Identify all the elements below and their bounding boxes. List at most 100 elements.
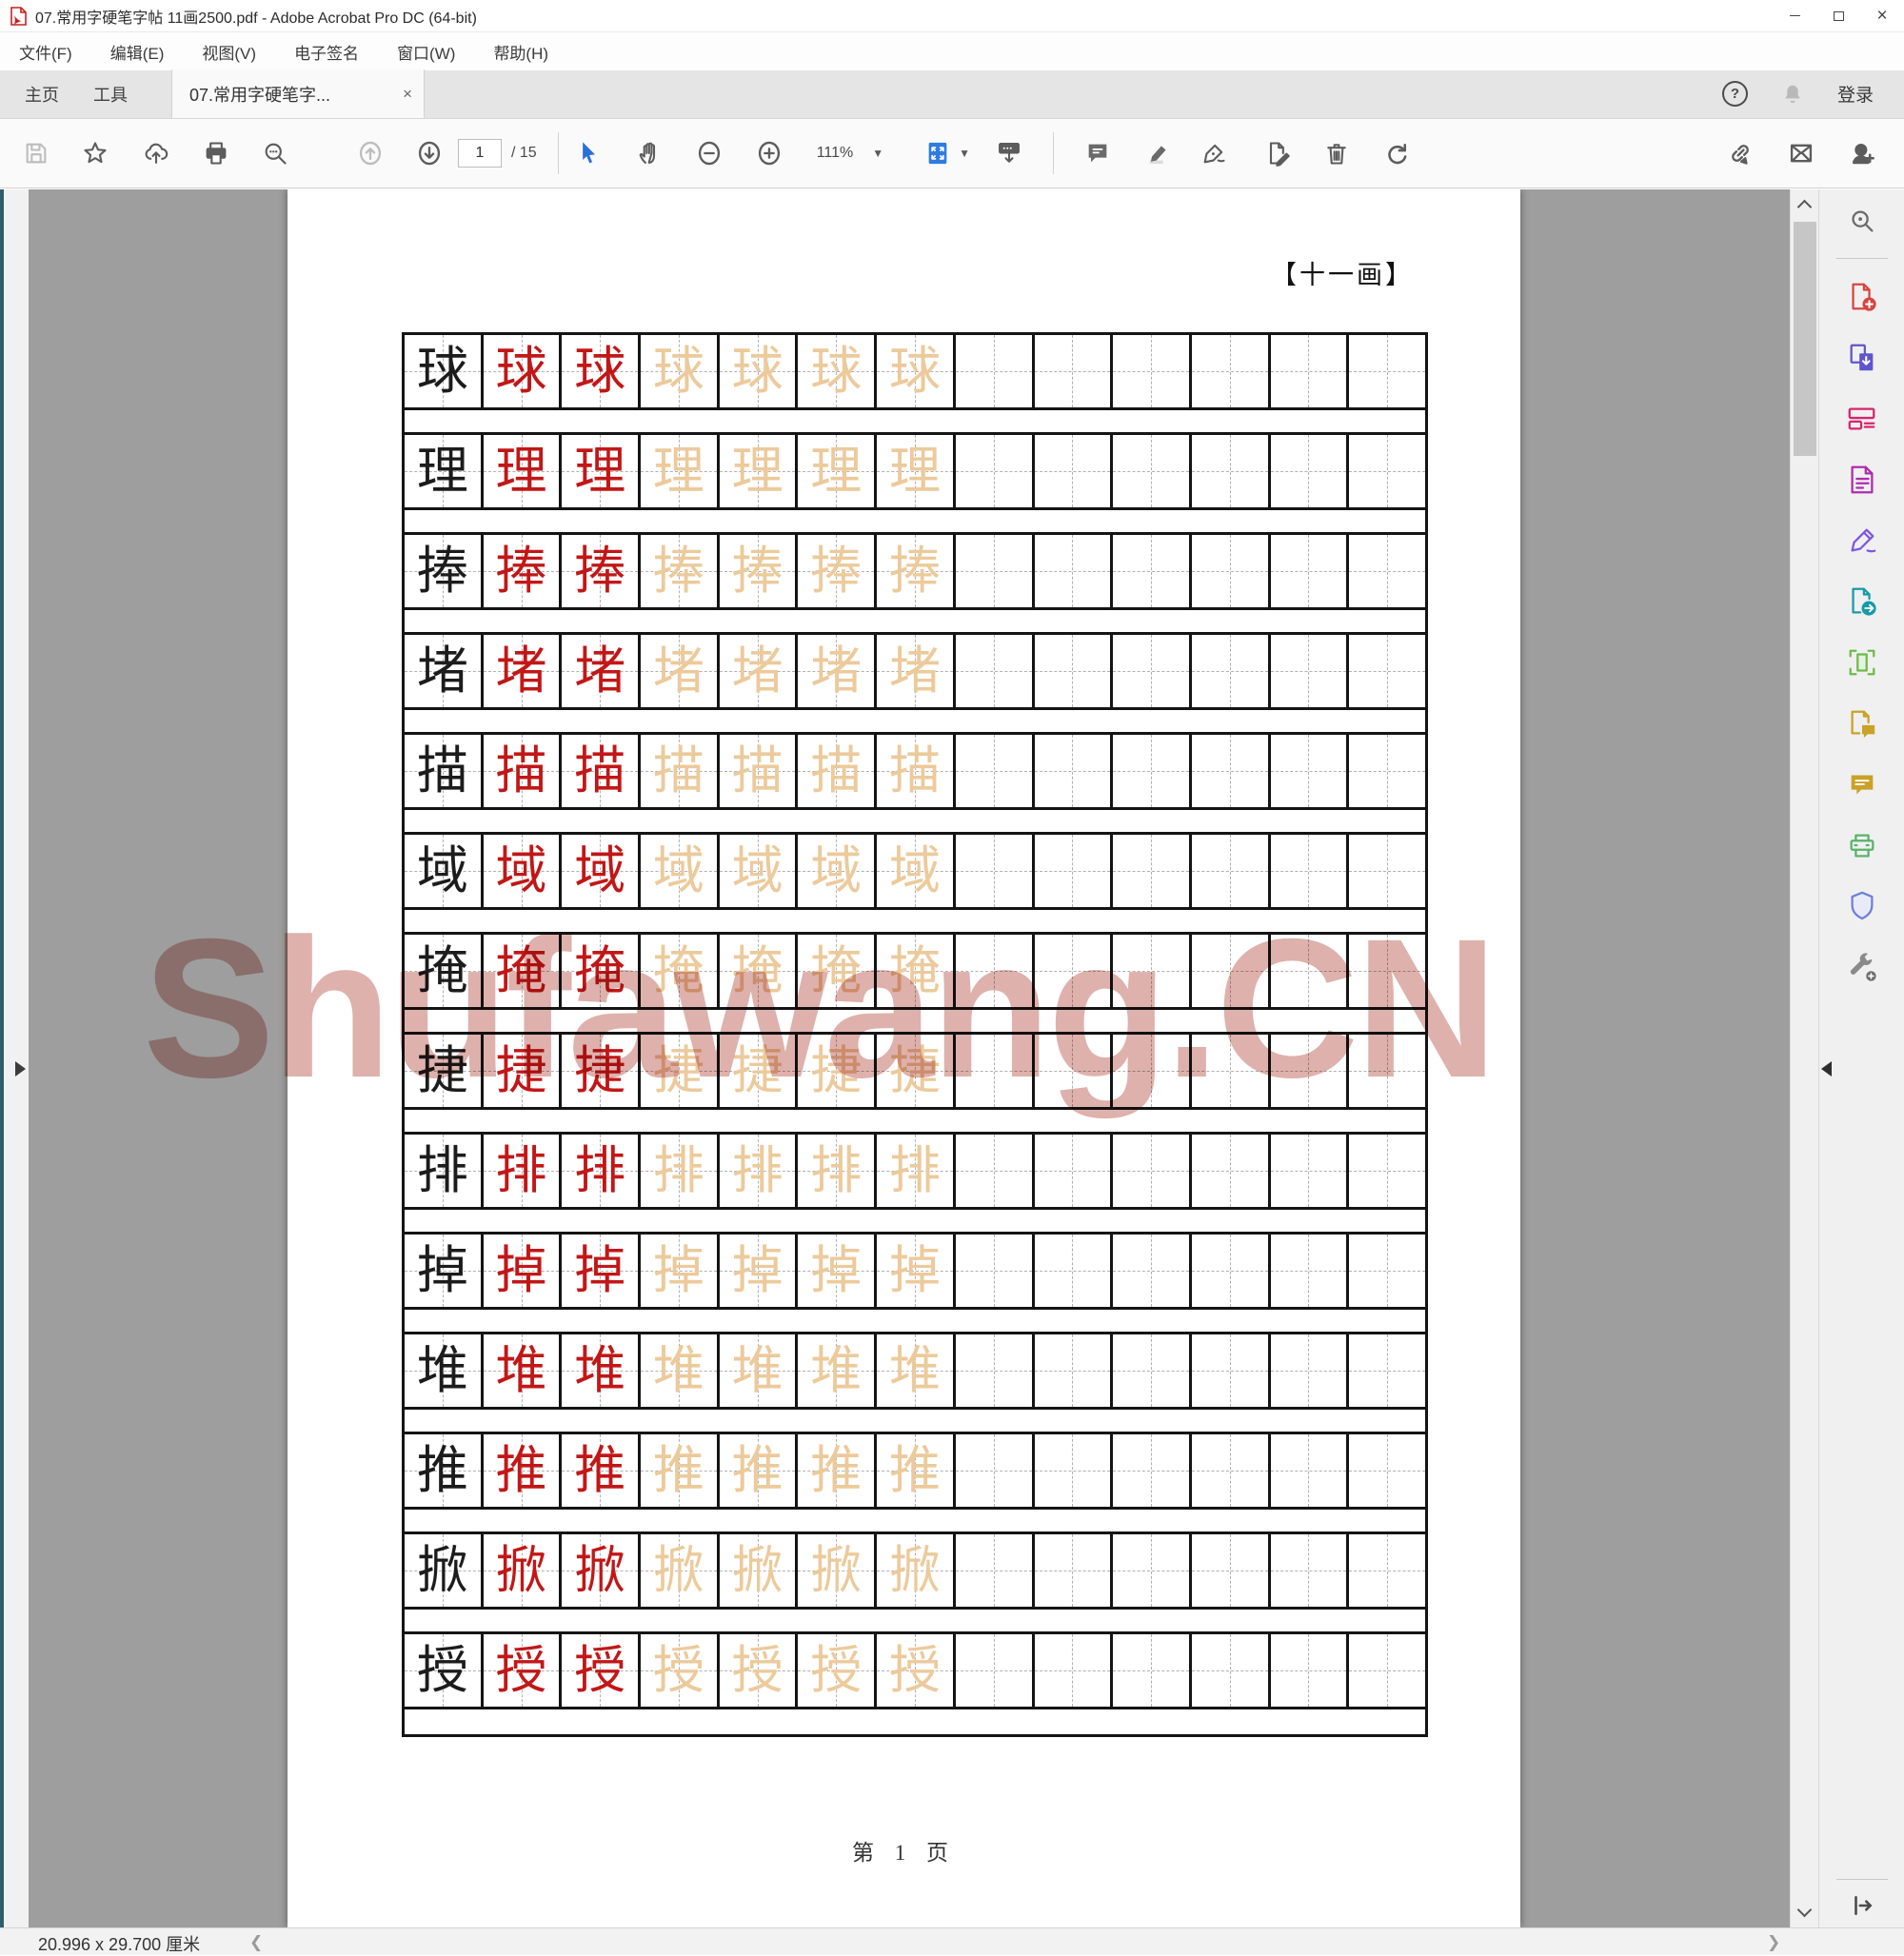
menu-window[interactable]: 窗口(W) [397,44,456,63]
edit-pdf-icon[interactable] [1845,463,1879,497]
practice-cell: 理 [877,435,956,507]
menu-esign[interactable]: 电子签名 [294,44,360,63]
select-tool-icon[interactable] [575,140,602,167]
collapse-tools-pane-icon[interactable] [1821,1061,1832,1077]
practice-cell: 排 [798,1135,878,1207]
trace-character: 域 [731,842,783,899]
vertical-scrollbar[interactable] [1790,189,1818,1927]
rotate-pages-icon[interactable] [1383,140,1410,167]
fill-and-sign-icon[interactable] [1845,524,1879,558]
character-row: 掩掩掩掩掩掩掩 [405,935,1425,1010]
practice-cell [1034,1235,1114,1307]
find-tool-icon[interactable] [1845,205,1879,239]
share-link-icon[interactable] [1727,140,1754,167]
tab-close-icon[interactable]: × [403,84,412,103]
scan-ocr-icon[interactable] [1845,645,1879,680]
zoom-in-icon[interactable] [756,140,783,167]
previous-page-icon[interactable] [357,140,384,167]
next-page-icon[interactable] [416,140,443,167]
create-pdf-icon[interactable] [1845,280,1879,314]
menu-edit[interactable]: 编辑(E) [109,44,165,63]
display-settings-icon[interactable] [996,140,1022,167]
practice-cell: 掉 [483,1235,563,1307]
fit-page-icon[interactable] [924,140,951,167]
favorites-star-icon[interactable] [82,140,109,167]
login-button[interactable]: 登录 [1836,86,1874,106]
maximize-button[interactable] [1816,0,1860,32]
share-cloud-upload-icon[interactable] [143,140,169,167]
trace-character: 描 [810,742,863,800]
practice-cell: 堵 [877,635,956,707]
practice-cell: 堆 [405,1334,484,1407]
organize-pages-icon[interactable] [1845,402,1879,436]
search-icon[interactable] [262,140,288,167]
menu-view[interactable]: 视图(V) [202,44,257,63]
save-icon[interactable] [23,140,50,167]
practice-cell [1270,935,1350,1007]
menu-file[interactable]: 文件(F) [19,44,72,63]
red-character: 授 [495,1642,547,1699]
trace-character: 推 [731,1442,783,1499]
tab-tools[interactable]: 工具 [93,85,128,105]
zoom-dropdown-caret-icon[interactable]: ▼ [872,147,884,160]
red-character: 掩 [574,942,626,999]
close-button[interactable]: × [1860,0,1904,32]
practice-cell [1113,535,1192,607]
practice-cell: 掩 [562,935,642,1007]
scroll-right-icon[interactable]: ❯ [1767,1933,1781,1951]
export-pdf-icon[interactable] [1845,584,1879,619]
page-count-label: / 15 [511,145,537,161]
page-header: 【十一画】 [1271,261,1414,289]
practice-cell: 掉 [798,1235,878,1307]
practice-cell: 堆 [798,1334,878,1407]
scroll-up-icon[interactable] [1796,199,1813,215]
comment-tool-icon[interactable] [1845,767,1879,801]
hand-tool-icon[interactable] [636,140,663,167]
practice-cell: 域 [719,835,799,907]
request-signatures-icon[interactable] [1845,706,1879,741]
menu-help[interactable]: 帮助(H) [493,44,549,63]
scrollbar-thumb[interactable] [1794,222,1816,456]
comment-icon[interactable] [1084,140,1111,167]
open-tools-pane-icon[interactable] [1850,1893,1874,1918]
share-with-people-icon[interactable] [1849,140,1875,167]
red-character: 掀 [495,1542,547,1599]
help-icon[interactable]: ? [1721,81,1748,107]
highlighter-icon[interactable] [1145,140,1172,167]
print-icon[interactable] [203,140,229,167]
trace-character: 堵 [731,642,783,700]
tab-home[interactable]: 主页 [25,85,59,105]
practice-cell: 球 [405,335,484,407]
minimize-button[interactable] [1773,0,1816,32]
combine-files-icon[interactable] [1845,341,1879,375]
print-production-icon[interactable] [1845,828,1879,862]
scroll-left-icon[interactable]: ❮ [249,1933,264,1951]
practice-cell: 捧 [405,535,484,607]
fill-and-sign-pen-icon[interactable] [1200,140,1227,167]
fit-dropdown-caret-icon[interactable]: ▼ [959,147,971,160]
more-tools-wrench-icon[interactable] [1845,950,1879,984]
notifications-bell-icon[interactable] [1780,81,1805,108]
practice-cell: 堵 [483,635,563,707]
page-number-input[interactable] [458,139,502,168]
trace-character: 理 [731,443,783,500]
delete-pages-trash-icon[interactable] [1323,140,1350,167]
red-character: 掉 [495,1242,547,1299]
tab-document[interactable]: 07.常用字硬笔字... × [171,69,425,118]
zoom-out-icon[interactable] [696,140,723,167]
scroll-down-icon[interactable] [1796,1902,1813,1918]
tab-bar: 主页 工具 07.常用字硬笔字... × ? 登录 [0,69,1904,119]
red-character: 堵 [574,642,626,700]
practice-cell [1270,635,1350,707]
protect-shield-icon[interactable] [1845,889,1879,923]
spacing-row [405,1110,1425,1135]
expand-nav-pane-icon[interactable] [15,1061,26,1077]
email-icon[interactable] [1788,140,1815,167]
practice-cell [1034,1634,1114,1707]
spacing-row [405,910,1425,935]
black-character: 掉 [416,1242,468,1299]
practice-cell [1270,1534,1350,1607]
practice-cell [1270,335,1350,407]
trace-character: 堆 [652,1342,704,1399]
edit-document-icon[interactable] [1264,140,1291,167]
